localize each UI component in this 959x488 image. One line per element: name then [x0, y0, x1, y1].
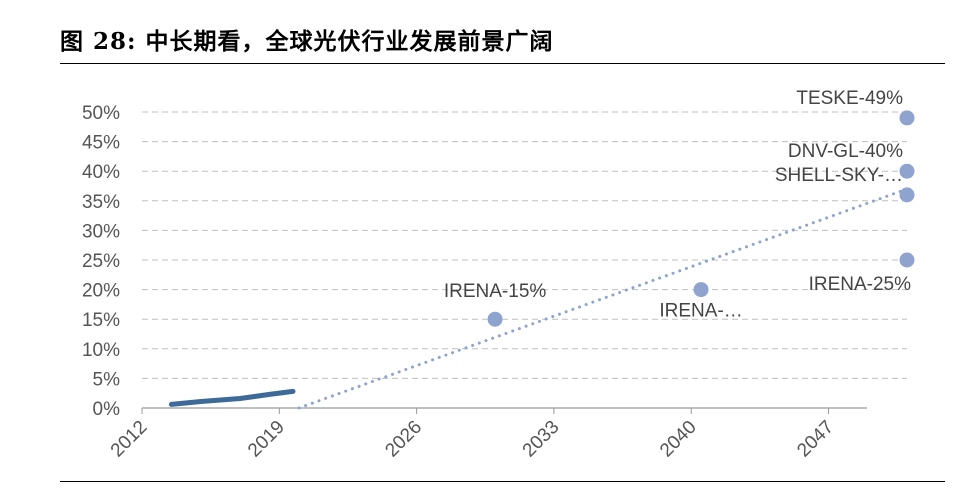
forecast-trend-line — [297, 187, 909, 410]
scenario-point — [899, 163, 915, 179]
y-tick-label: 25% — [82, 251, 120, 272]
data-label: TESKE-49% — [796, 88, 903, 109]
data-label: IRENA-25% — [809, 274, 912, 295]
scenario-point — [693, 282, 709, 298]
bottom-rule — [60, 481, 945, 482]
y-tick-label: 50% — [82, 103, 120, 124]
x-tick-label: 2047 — [793, 417, 838, 462]
y-tick-label: 10% — [82, 340, 120, 361]
scenario-point — [899, 187, 915, 203]
series-layer — [168, 110, 915, 410]
x-tick-label: 2033 — [519, 417, 564, 462]
y-tick-label: 0% — [93, 399, 121, 420]
title-rule — [60, 63, 945, 64]
label-layer: IRENA-15% IRENA-… TESKE-49% DNV-GL-40% SHELL… — [444, 88, 911, 322]
x-tick-label: 2019 — [244, 417, 289, 462]
scenario-point — [899, 252, 915, 268]
x-tick-label: 2026 — [381, 417, 426, 462]
scenario-point — [899, 110, 915, 126]
data-label: SHELL-SKY-… — [775, 165, 903, 186]
data-label: IRENA-15% — [444, 281, 547, 302]
y-tick-label: 15% — [82, 310, 120, 331]
y-tick-label: 45% — [82, 133, 120, 154]
grid-layer — [142, 111, 907, 379]
y-tick-label: 30% — [82, 221, 120, 242]
chart-title: 图 28: 中长期看，全球光伏行业发展前景广阔 — [60, 28, 554, 55]
scenario-point — [487, 311, 503, 327]
data-label: DNV-GL-40% — [788, 141, 903, 162]
y-tick-label: 40% — [82, 162, 120, 183]
x-tick-label: 2040 — [656, 417, 701, 462]
data-label: IRENA-… — [659, 301, 742, 322]
x-tick-label: 2012 — [107, 417, 152, 462]
actual-series-line — [168, 388, 296, 407]
y-tick-label: 35% — [82, 192, 120, 213]
y-tick-label: 20% — [82, 281, 120, 302]
y-tick-label: 5% — [93, 369, 121, 390]
